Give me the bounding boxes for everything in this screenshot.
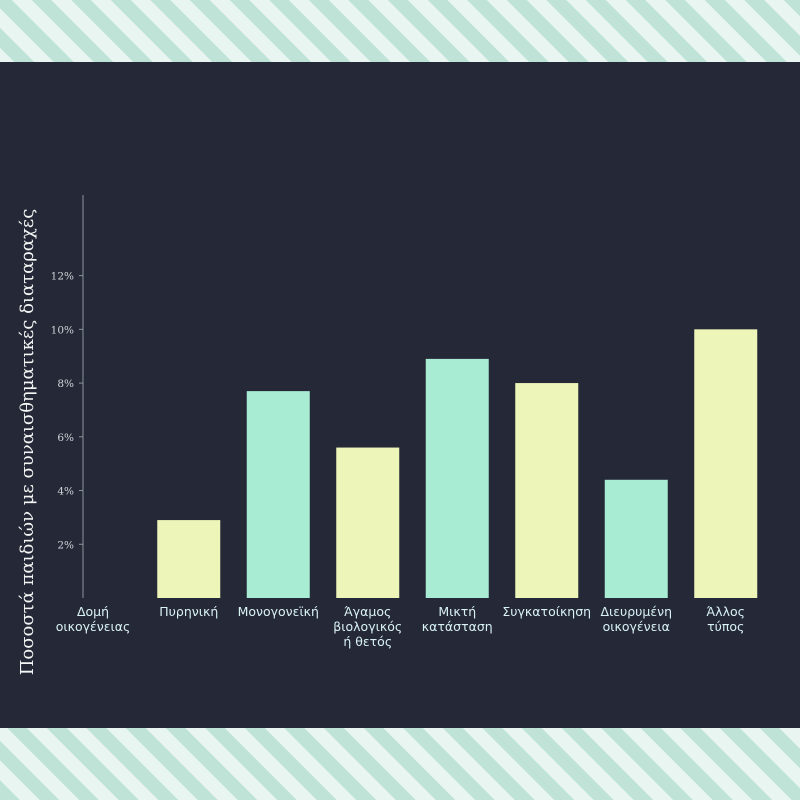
x-category-label: Μικτή κατάσταση: [422, 604, 493, 634]
bar: [694, 329, 758, 598]
bar-chart: Ποσοστά παιδιών με συναισθηματικές διατα…: [17, 195, 758, 676]
y-tick-label: 12%: [51, 271, 74, 283]
bar: [246, 391, 310, 598]
bar: [515, 383, 579, 598]
x-category-label: Διευρυμένη οικογένεια: [600, 604, 672, 634]
chart-panel: Ποσοστά παιδιών με συναισθηματικές διατα…: [0, 62, 800, 728]
x-category-label: Συγκατοίκηση: [502, 604, 591, 619]
bar: [157, 520, 221, 598]
bar: [604, 479, 668, 598]
x-axis-label: Δομή οικογένειας: [56, 604, 131, 634]
x-category-label: Μονογονεϊκή: [238, 604, 319, 619]
y-tick-label: 8%: [57, 378, 74, 390]
x-category-label: Πυρηνική: [159, 604, 218, 619]
x-category-label: Άγαμος βιολογικός ή θετός: [333, 604, 402, 649]
bars: [157, 329, 758, 598]
y-ticks: 2% 4% 6% 8% 10% 12%: [51, 271, 83, 551]
x-category-label: Άλλος τύπος: [707, 604, 745, 634]
bar: [425, 358, 489, 598]
y-axis-label: Ποσοστά παιδιών με συναισθηματικές διατα…: [17, 209, 38, 676]
y-tick-label: 6%: [57, 432, 74, 444]
y-tick-label: 10%: [51, 324, 74, 336]
y-tick-label: 4%: [57, 486, 74, 498]
bar: [336, 447, 400, 598]
x-category-labels: Δομή οικογένειας Πυρηνική Μονογονεϊκή Άγαμος…: [56, 604, 745, 649]
y-tick-label: 2%: [57, 539, 74, 551]
